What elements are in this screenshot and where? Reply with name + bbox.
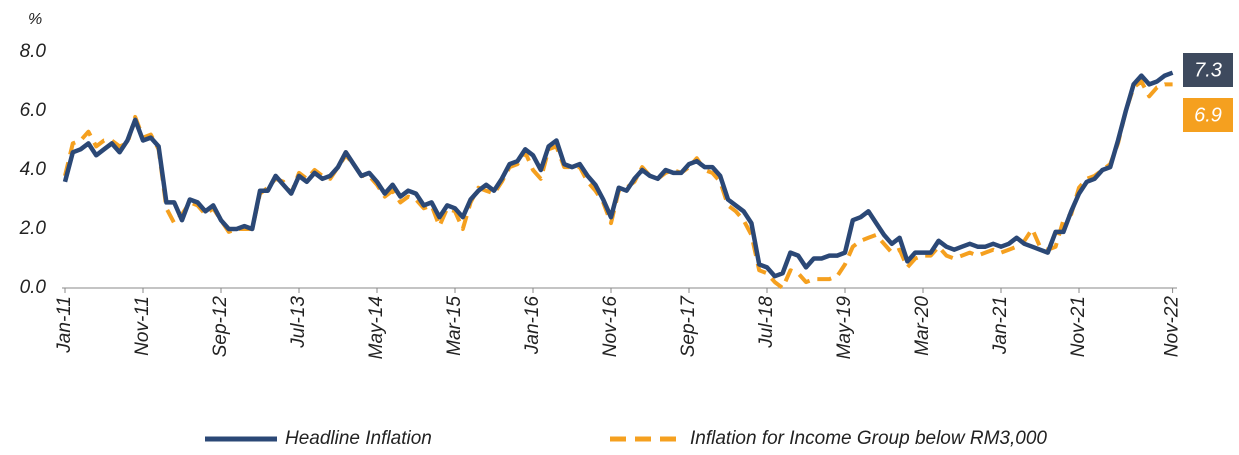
x-tick-label: Jan-11: [54, 296, 75, 354]
end-label: 7.3: [1194, 59, 1222, 81]
x-tick-label: Sep-17: [678, 295, 699, 358]
legend-label: Inflation for Income Group below RM3,000: [690, 428, 1047, 449]
x-tick-label: Jan-16: [522, 296, 543, 356]
series-line: [62, 70, 1174, 279]
legend-label: Headline Inflation: [285, 428, 432, 449]
y-axis-unit: %: [28, 11, 42, 28]
x-tick-label: Jan-21: [990, 296, 1011, 355]
x-tick-label: Nov-11: [132, 296, 153, 356]
x-tick-label: Mar-20: [912, 296, 933, 356]
end-label-box: [1183, 98, 1233, 132]
x-tick-label: Nov-22: [1162, 296, 1183, 358]
y-tick-label: 6.0: [20, 100, 47, 121]
x-tick-label: Mar-15: [444, 296, 465, 356]
x-tick-label: Jul-18: [756, 296, 777, 349]
x-tick-label: Sep-12: [210, 296, 231, 358]
x-tick-label: May-14: [366, 296, 387, 359]
y-tick-label: 8.0: [20, 41, 47, 62]
end-label-box: [1183, 53, 1233, 87]
x-tick-label: Nov-16: [600, 296, 621, 358]
series-line: [63, 79, 1173, 290]
end-label: 6.9: [1194, 104, 1222, 126]
y-tick-label: 4.0: [20, 159, 47, 180]
y-tick-label: 0.0: [20, 277, 47, 298]
x-tick-label: Jul-13: [288, 296, 309, 349]
y-tick-label: 2.0: [19, 218, 47, 239]
x-tick-label: Nov-21: [1068, 296, 1089, 357]
x-tick-label: May-19: [834, 296, 855, 360]
